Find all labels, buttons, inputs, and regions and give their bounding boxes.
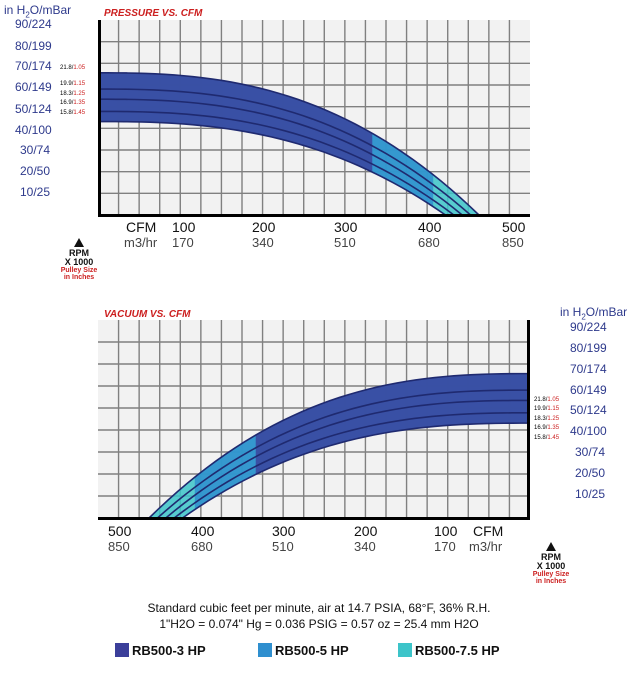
band-rb500-3-hp [255,373,530,475]
legend-label-3hp: RB500-3 HP [132,643,206,658]
bottom-chart-plot [98,320,530,520]
legend-label-5hp: RB500-5 HP [275,643,349,658]
top-rpm-label-1: 21.8/1.05 [60,65,86,71]
top-areas [98,72,479,215]
bottom-areas [149,373,530,518]
bottom-x-tick-m3hr: 680 [191,539,213,554]
top-rpm-label-5: 15.8/1.45 [60,109,86,116]
top-rpm-labels: 21.8/1.05 19.9/1.15 18.3/1.25 16.9/1.35 … [60,64,85,118]
rpm-curve-15-8 [98,120,446,216]
top-x-tick-cfm: 500 [502,219,526,235]
up-arrow-icon [74,238,84,247]
top-y-tick: 10/25 [20,185,51,199]
bottom-chart-title: VACUUM VS. CFM [104,309,191,320]
footnote-conversion: 1"H2O = 0.074" Hg = 0.036 PSIG = 0.57 oz… [159,617,479,631]
bottom-x-tick-cfm: 300 [272,523,296,539]
top-x-tick-m3hr: 170 [172,235,194,250]
top-y-tick: 20/50 [20,164,51,178]
legend-swatch-3hp [115,643,129,657]
rpm-curve-16-9 [98,110,455,216]
top-x-tick-m3hr: 510 [334,235,356,250]
bottom-rpm-labels: 21.8/1.05 19.9/1.15 18.3/1.25 16.9/1.35 … [534,396,559,443]
pulley-size-label: Pulley Size [60,267,98,274]
legend-swatch-5hp [258,643,272,657]
bottom-rpm-label-5: 15.8/1.45 [534,434,560,441]
top-rpm-label-4: 16.9/1.35 [60,100,86,107]
top-y-tick: 70/174 [15,59,52,73]
rpm-curve-21-8 [148,372,530,519]
bottom-x-cfm-label: CFM [473,523,504,539]
bottom-rpm-label-4: 16.9/1.35 [534,425,560,432]
bottom-y-tick: 30/74 [575,445,606,459]
bottom-x-tick-cfm: 500 [108,523,132,539]
bottom-x-tick-m3hr: 170 [434,539,456,554]
bottom-rpm-label-2: 19.9/1.15 [534,406,560,413]
pulley-unit-label: in Inches [63,274,95,281]
top-curves [98,72,480,216]
top-y-tick: 80/199 [15,39,52,53]
top-x-tick-m3hr: 340 [252,235,274,250]
bottom-y-tick: 60/149 [570,383,607,397]
rpm-curve-21-8 [98,72,480,216]
bottom-x-tick-cfm: 200 [354,523,378,539]
band-rb500-3-hp [98,72,373,173]
top-rpm-label-2: 19.9/1.15 [60,81,86,88]
bottom-x-tick-m3hr: 510 [272,539,294,554]
bottom-y-tick: 90/224 [570,320,607,334]
up-arrow-icon [546,542,556,551]
bottom-x-m3hr-label: m3/hr [469,539,503,554]
top-y-unit-label: in H2O/mBar [4,3,72,20]
top-y-tick: 90/224 [15,17,52,31]
bottom-rpm-block: RPM X 1000 Pulley Size in Inches [526,542,576,585]
footnote-conditions: Standard cubic feet per minute, air at 1… [147,601,491,615]
bottom-y-tick: 80/199 [570,341,607,355]
rpm-label: RPM [69,248,89,258]
bottom-x-tick-cfm: 400 [191,523,215,539]
rpm-curve-18-3 [165,399,530,519]
rpm-curve-15-8 [182,422,530,519]
bottom-x-tick-m3hr: 340 [354,539,376,554]
top-y-tick: 30/74 [20,143,51,157]
bottom-y-tick: 40/100 [570,424,607,438]
rpm-scale-label: X 1000 [536,561,566,571]
rpm-scale-label: X 1000 [64,257,94,267]
bottom-y-tick: 50/124 [570,403,607,417]
top-x-m3hr-label: m3/hr [124,235,158,250]
bottom-y-tick: 20/50 [575,466,606,480]
bottom-y-tick: 70/174 [570,362,607,376]
legend-swatch-7-5hp [398,643,412,657]
bottom-rpm-label-3: 18.3/1.25 [534,415,560,422]
top-y-tick: 50/124 [15,102,52,116]
top-rpm-label-3: 18.3/1.25 [60,90,86,97]
bottom-x-tick-m3hr: 850 [108,539,130,554]
rpm-label: RPM [541,552,561,562]
bottom-y-tick: 10/25 [575,487,606,501]
top-rpm-block: RPM X 1000 Pulley Size in Inches [54,238,104,281]
legend-label-7-5hp: RB500-7.5 HP [415,643,500,658]
rpm-curve-16-9 [173,412,530,519]
bottom-y-unit-label: in H2O/mBar [560,305,628,322]
top-x-cfm-label: CFM [126,219,157,235]
rpm-curve-19-9 [98,88,472,216]
top-y-tick: 40/100 [15,123,52,137]
top-y-tick: 60/149 [15,80,52,94]
pulley-size-label: Pulley Size [532,571,570,578]
top-x-tick-cfm: 400 [418,219,442,235]
bottom-curves [148,372,530,519]
top-chart-title: PRESSURE VS. CFM [104,8,203,19]
legend: RB500-3 HP RB500-5 HP RB500-7.5 HP [0,643,638,663]
top-x-tick-cfm: 200 [252,219,276,235]
bottom-x-tick-cfm: 100 [434,523,458,539]
rpm-curve-18-3 [98,98,463,216]
top-x-tick-cfm: 300 [334,219,358,235]
rpm-curve-19-9 [156,389,530,519]
top-x-tick-m3hr: 680 [418,235,440,250]
top-x-tick-cfm: 100 [172,219,196,235]
top-chart-plot [98,20,530,217]
top-x-tick-m3hr: 850 [502,235,524,250]
pulley-unit-label: in Inches [535,578,567,585]
bottom-rpm-label-1: 21.8/1.05 [534,397,560,403]
